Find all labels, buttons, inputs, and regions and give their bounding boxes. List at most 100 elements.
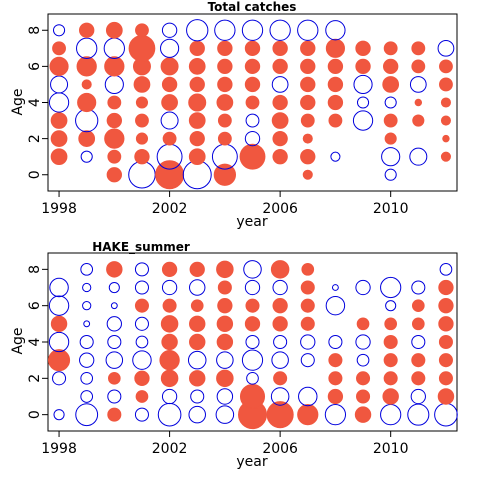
bubble-positive xyxy=(438,353,453,368)
bubble-positive xyxy=(217,280,232,295)
bubble-negative xyxy=(325,295,346,316)
bubble-positive xyxy=(327,58,344,75)
bubble-positive xyxy=(213,163,237,186)
bubble-negative xyxy=(80,263,94,276)
x-tick-label: 2006 xyxy=(262,441,298,457)
bubble-positive xyxy=(438,279,454,296)
bubble-negative xyxy=(241,349,264,371)
bubble-positive xyxy=(106,261,123,278)
bubble-positive xyxy=(354,406,372,423)
bubble-positive xyxy=(301,263,315,276)
bubble-negative xyxy=(270,387,290,406)
bubble-negative xyxy=(352,110,374,131)
panel-hake-summer: HAKE_summer year Age 1998 2002 2006 2010 0 2 4… xyxy=(10,240,458,470)
bubble-positive xyxy=(244,76,261,93)
bubble-negative xyxy=(245,334,260,350)
bubble-positive xyxy=(50,130,68,147)
bubble-negative xyxy=(328,334,343,350)
bubble-negative xyxy=(187,350,207,370)
bubble-positive xyxy=(270,260,290,279)
bubble-positive xyxy=(356,389,371,404)
bubble-negative xyxy=(246,371,259,385)
bubble-positive xyxy=(216,94,234,111)
bubble-positive xyxy=(159,349,180,371)
bubble-positive xyxy=(217,298,233,314)
bubble-positive xyxy=(134,370,150,386)
bubble-positive xyxy=(217,113,232,128)
bubble-positive xyxy=(327,388,344,405)
bubble-positive xyxy=(328,113,343,128)
y-tick-label: 0 xyxy=(27,410,43,419)
bubble-positive xyxy=(438,334,453,350)
y-tick-label: 6 xyxy=(27,62,43,71)
bubble-negative xyxy=(385,300,397,312)
bubble-negative xyxy=(48,295,70,316)
y-tick-label: 2 xyxy=(27,374,43,383)
bubble-negative xyxy=(410,388,426,405)
bubble-negative xyxy=(384,96,397,109)
bubble-negative xyxy=(269,19,291,41)
bubble-positive xyxy=(76,56,97,77)
bubble-positive xyxy=(300,76,316,93)
x-tick-label: 2006 xyxy=(262,201,298,217)
bubble-positive xyxy=(50,315,68,333)
bubble-negative xyxy=(82,282,92,293)
bubble-negative xyxy=(324,404,347,426)
bubble-positive xyxy=(217,58,233,75)
bubble-positive xyxy=(411,317,425,331)
bubble-positive xyxy=(239,383,266,410)
bubble-positive xyxy=(412,114,425,127)
bubble-positive xyxy=(135,23,149,38)
bubble-positive xyxy=(439,77,453,92)
bubble-positive xyxy=(382,58,399,75)
bubble-positive xyxy=(439,59,453,74)
bubble-negative xyxy=(272,279,288,296)
bubble-positive xyxy=(135,390,149,403)
bubble-positive xyxy=(273,371,288,386)
bubble-negative xyxy=(244,279,261,296)
bubble-negative xyxy=(52,24,66,37)
bubble-positive xyxy=(440,115,451,126)
bubble-negative xyxy=(190,389,205,404)
bubble-negative xyxy=(134,262,149,277)
bubble-positive xyxy=(78,130,96,147)
bubble-negative xyxy=(108,281,120,294)
bubble-negative xyxy=(161,22,178,38)
bubble-positive xyxy=(244,58,261,75)
bubble-positive xyxy=(300,298,315,313)
bubble-positive xyxy=(328,353,343,368)
bubble-positive xyxy=(160,369,179,388)
bubble-positive xyxy=(272,58,288,75)
bubble-negative xyxy=(134,316,149,331)
bubble-positive xyxy=(411,299,425,313)
bubble-positive xyxy=(411,41,426,56)
x-tick-label: 2002 xyxy=(152,441,188,457)
bubble-negative xyxy=(409,147,428,166)
bubble-positive xyxy=(188,58,206,75)
bubble-positive xyxy=(437,388,455,405)
bubble-positive xyxy=(239,143,266,170)
bubble-negative xyxy=(356,96,370,109)
bubble-negative xyxy=(160,38,180,58)
bubble-positive xyxy=(245,298,260,313)
bubble-negative xyxy=(325,20,346,41)
bubble-positive xyxy=(383,334,398,350)
bubble-positive xyxy=(327,76,344,93)
bubble-positive xyxy=(189,40,205,56)
bubble-positive xyxy=(216,333,234,351)
bubble-negative xyxy=(80,390,94,403)
bubble-positive xyxy=(245,95,260,110)
y-tick-label: 8 xyxy=(27,265,43,274)
bubble-positive xyxy=(81,79,92,90)
bubble-positive xyxy=(440,97,451,108)
bubble-negative xyxy=(411,334,426,350)
bubble-negative xyxy=(52,371,67,386)
bubble-negative xyxy=(409,76,427,93)
bubble-positive xyxy=(440,151,451,162)
bubble-positive xyxy=(189,130,205,147)
bubble-negative xyxy=(107,389,122,404)
bubble-positive xyxy=(107,149,122,164)
bubble-negative xyxy=(380,276,402,299)
bubble-negative xyxy=(244,130,261,147)
y-tick-label: 6 xyxy=(27,301,43,310)
